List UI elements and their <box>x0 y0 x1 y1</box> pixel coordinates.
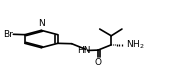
Text: Br: Br <box>3 30 13 39</box>
Text: O: O <box>95 58 101 67</box>
Text: NH$_2$: NH$_2$ <box>126 39 145 51</box>
Text: N: N <box>38 19 45 28</box>
Text: HN: HN <box>77 46 91 55</box>
